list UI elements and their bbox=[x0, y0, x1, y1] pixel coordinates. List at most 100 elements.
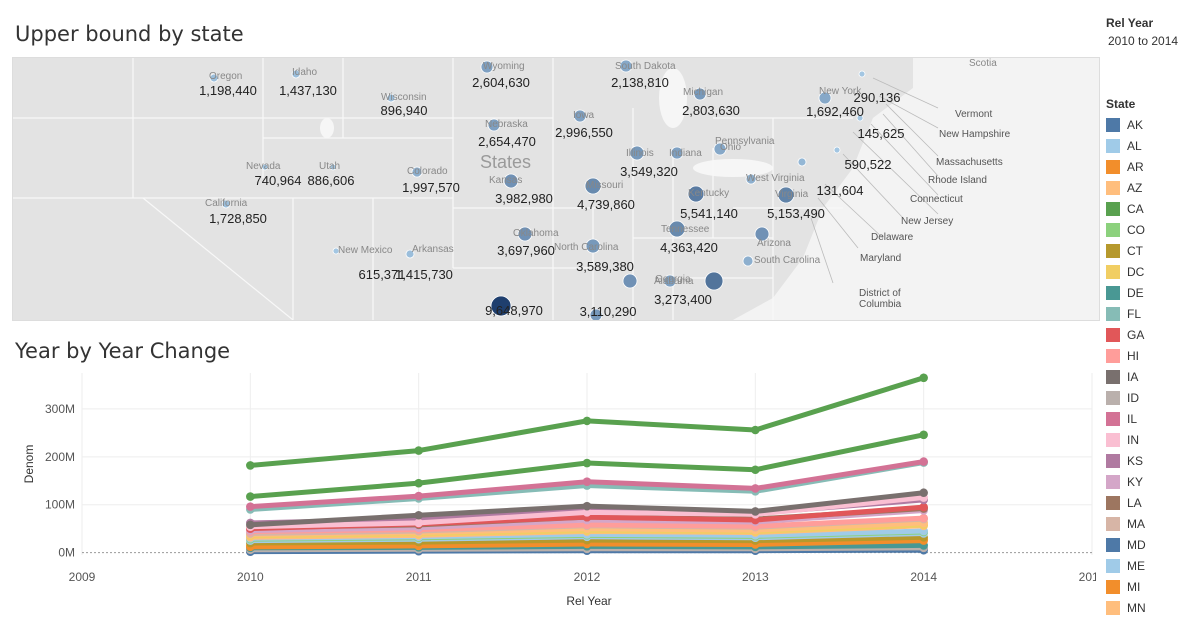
map-view[interactable]: 1,198,440 1,437,130 2,604,630 2,138,810 896,… bbox=[12, 57, 1100, 321]
series-point[interactable] bbox=[414, 478, 423, 488]
legend-item-la[interactable]: LA bbox=[1106, 492, 1146, 513]
state-circle[interactable] bbox=[713, 142, 727, 156]
state-circle[interactable] bbox=[663, 274, 677, 288]
state-circle[interactable] bbox=[209, 73, 219, 83]
legend-item-me[interactable]: ME bbox=[1106, 555, 1146, 576]
series-point[interactable] bbox=[414, 446, 423, 455]
series-point[interactable] bbox=[751, 507, 760, 516]
legend-item-al[interactable]: AL bbox=[1106, 135, 1146, 156]
map-value-label: 9,648,970 bbox=[485, 303, 543, 318]
state-circle[interactable] bbox=[585, 238, 601, 254]
legend-item-il[interactable]: IL bbox=[1106, 408, 1146, 429]
series-point[interactable] bbox=[414, 491, 423, 501]
legend-item-ks[interactable]: KS bbox=[1106, 450, 1146, 471]
legend-item-ma[interactable]: MA bbox=[1106, 513, 1146, 534]
series-point[interactable] bbox=[246, 520, 255, 530]
series-point[interactable] bbox=[246, 502, 255, 511]
state-circle[interactable] bbox=[584, 177, 602, 195]
legend-item-mi[interactable]: MI bbox=[1106, 576, 1146, 597]
map-value-label: 5,541,140 bbox=[680, 206, 738, 221]
state-circle[interactable] bbox=[687, 185, 705, 203]
state-circle[interactable] bbox=[619, 59, 633, 73]
state-circle[interactable] bbox=[797, 157, 807, 167]
legend-item-ia[interactable]: IA bbox=[1106, 366, 1146, 387]
state-circle[interactable] bbox=[329, 163, 337, 171]
state-circle[interactable] bbox=[629, 145, 645, 161]
line-chart[interactable]: 2009 2010 2011 2012 2013 2014 2015 0M 100M 200M 30… bbox=[0, 365, 1096, 627]
state-circle[interactable] bbox=[777, 186, 795, 204]
series-point[interactable] bbox=[919, 373, 928, 383]
map-value-label: 1,415,730 bbox=[395, 267, 453, 282]
legend-item-id[interactable]: ID bbox=[1106, 387, 1146, 408]
state-circle[interactable] bbox=[386, 93, 396, 103]
state-circle[interactable] bbox=[622, 273, 638, 289]
series-point[interactable] bbox=[414, 518, 423, 528]
map-state-name: Georgia bbox=[655, 274, 691, 285]
state-circle[interactable] bbox=[411, 166, 423, 178]
series-point[interactable] bbox=[582, 458, 592, 468]
legend-item-az[interactable]: AZ bbox=[1106, 177, 1146, 198]
series-point[interactable] bbox=[751, 465, 760, 475]
series-point[interactable] bbox=[751, 425, 760, 435]
state-circle[interactable] bbox=[693, 87, 707, 101]
state-circle[interactable] bbox=[742, 255, 754, 267]
series-point[interactable] bbox=[919, 502, 928, 512]
series-point[interactable] bbox=[751, 484, 760, 493]
state-circle[interactable] bbox=[221, 199, 231, 209]
state-circle[interactable] bbox=[332, 247, 340, 255]
legend-item-ct[interactable]: CT bbox=[1106, 240, 1146, 261]
legend-item-ak[interactable]: AK bbox=[1106, 114, 1146, 135]
series-ia[interactable] bbox=[246, 488, 928, 530]
state-circle[interactable] bbox=[517, 226, 533, 242]
series-point[interactable] bbox=[919, 430, 928, 440]
state-circle[interactable] bbox=[745, 173, 757, 185]
state-circle[interactable] bbox=[487, 118, 501, 132]
legend-item-in[interactable]: IN bbox=[1106, 429, 1146, 450]
state-circle[interactable] bbox=[754, 226, 770, 242]
legend-item-de[interactable]: DE bbox=[1106, 282, 1146, 303]
series-point[interactable] bbox=[919, 513, 928, 523]
state-circle[interactable] bbox=[405, 249, 415, 259]
state-circle[interactable] bbox=[291, 69, 301, 79]
series-point[interactable] bbox=[919, 457, 928, 466]
legend-item-ar[interactable]: AR bbox=[1106, 156, 1146, 177]
series-point[interactable] bbox=[582, 416, 592, 426]
legend-item-ga[interactable]: GA bbox=[1106, 324, 1146, 345]
legend-item-md[interactable]: MD bbox=[1106, 534, 1146, 555]
legend-swatch bbox=[1106, 201, 1120, 216]
state-circle[interactable] bbox=[503, 173, 519, 189]
state-circle[interactable] bbox=[490, 295, 512, 317]
state-circle[interactable] bbox=[704, 271, 724, 291]
series-point[interactable] bbox=[919, 488, 928, 498]
state-circle[interactable] bbox=[670, 146, 684, 160]
series-point[interactable] bbox=[246, 461, 255, 470]
state-circle[interactable] bbox=[589, 308, 603, 320]
state-circle[interactable] bbox=[668, 220, 686, 238]
map-state-name: Illinois bbox=[626, 148, 654, 159]
state-circle[interactable] bbox=[858, 70, 866, 78]
state-circle[interactable] bbox=[818, 91, 832, 105]
series-il[interactable] bbox=[246, 457, 928, 511]
legend-item-fl[interactable]: FL bbox=[1106, 303, 1146, 324]
state-circle[interactable] bbox=[261, 163, 269, 171]
series-point[interactable] bbox=[582, 508, 592, 517]
legend-item-hi[interactable]: HI bbox=[1106, 345, 1146, 366]
legend-item-co[interactable]: CO bbox=[1106, 219, 1146, 240]
state-circle[interactable] bbox=[480, 60, 494, 74]
series-point[interactable] bbox=[414, 510, 423, 520]
state-circle[interactable] bbox=[833, 146, 841, 154]
rel-year-filter-value[interactable]: 2010 to 2014 bbox=[1108, 34, 1179, 48]
series-point[interactable] bbox=[582, 501, 592, 511]
legend-item-dc[interactable]: DC bbox=[1106, 261, 1146, 282]
legend-item-mn[interactable]: MN bbox=[1106, 597, 1146, 618]
map-state-name: Virginia bbox=[775, 189, 809, 200]
series-point[interactable] bbox=[582, 477, 592, 487]
series-ca[interactable] bbox=[246, 373, 928, 470]
series-point[interactable] bbox=[246, 492, 255, 501]
legend-item-ky[interactable]: KY bbox=[1106, 471, 1146, 492]
state-circle[interactable] bbox=[573, 109, 587, 123]
legend-item-ca[interactable]: CA bbox=[1106, 198, 1146, 219]
legend-swatch bbox=[1106, 348, 1120, 363]
state-circle[interactable] bbox=[856, 114, 864, 122]
series-unlabeled[interactable] bbox=[246, 430, 928, 501]
